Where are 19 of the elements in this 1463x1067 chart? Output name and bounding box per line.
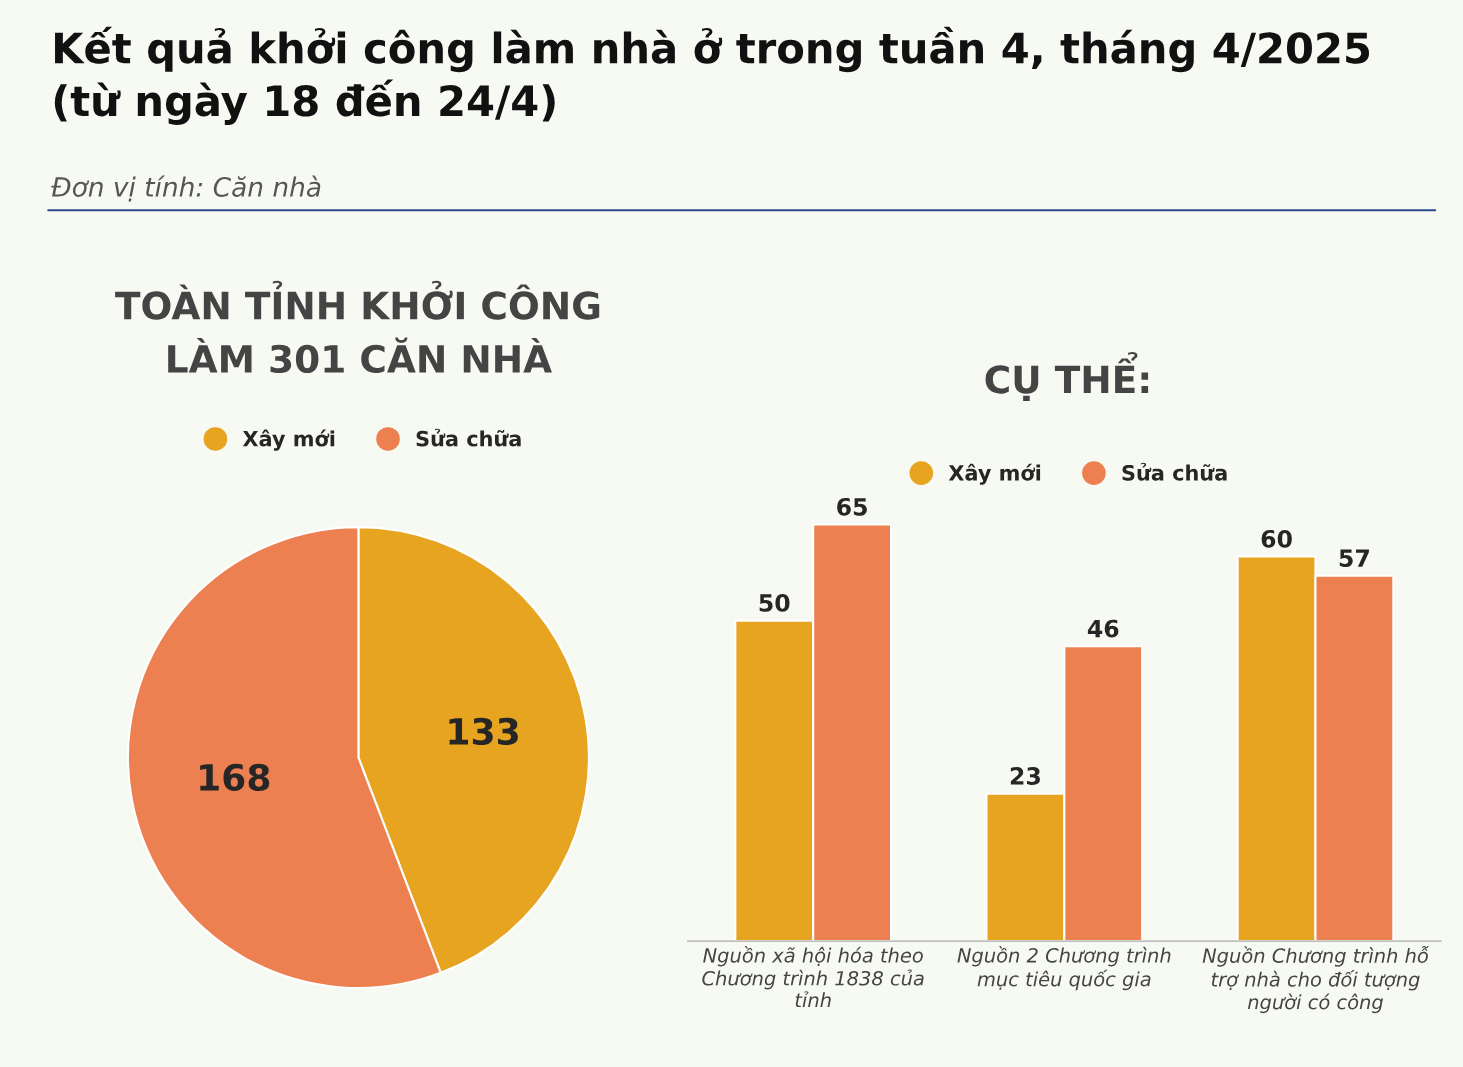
text: TOÀN TỈNH KHỞI CÔNG LÀM 301 CĂN NHÀ <box>115 280 600 374</box>
chart-title: CỤ THỂ: <box>985 352 1149 402</box>
data-label: 57 <box>1339 549 1369 567</box>
chart-subtitle: Đơn vị tính: Căn nhà <box>51 175 321 202</box>
legend-label: Sửa chữa <box>1122 462 1227 481</box>
data-label: 46 <box>1087 619 1119 638</box>
data-label: 50 <box>759 594 790 612</box>
data-label: 60 <box>1261 529 1292 548</box>
data-label: 23 <box>1010 767 1040 785</box>
x-tick-label: Nguồn 2 Chương trình mục tiêu quốc gia <box>957 945 1171 991</box>
legend-label: Xây mới <box>242 429 335 451</box>
data-label: 168 <box>200 763 270 792</box>
data-label: 65 <box>837 497 867 516</box>
x-tick-label: Nguồn xã hội hóa theo Chương trình 1838 của tỉnh <box>702 945 924 1008</box>
x-tick-label: Nguồn Chương trình hỗ trợ nhà cho đối tượng người có công <box>1202 945 1429 1014</box>
data-label: 133 <box>449 717 518 746</box>
legend-label: Xây mới <box>948 463 1041 485</box>
legend-label: Sửa chữa <box>416 428 521 447</box>
text: Kết quả khởi công làm nhà ở trong tuần 4, tháng 4/2025 (từ ngày 18 đến 24/4) <box>54 26 1370 125</box>
